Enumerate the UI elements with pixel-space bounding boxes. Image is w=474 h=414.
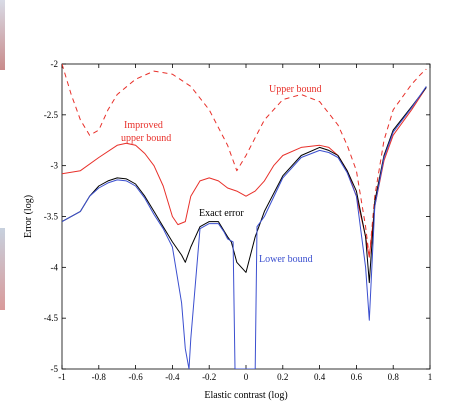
annotation-improved-upper-bound: upper bound bbox=[121, 133, 171, 144]
x-tick-label: 0.2 bbox=[277, 372, 288, 382]
improved-upper-bound-line bbox=[62, 87, 427, 258]
annotation-improved: Improved bbox=[124, 120, 163, 131]
x-tick-label: 0.8 bbox=[388, 372, 400, 382]
y-tick-label: -2.5 bbox=[44, 110, 59, 120]
x-tick-label: -1 bbox=[58, 372, 66, 382]
annotation-exact-error: Exact error bbox=[199, 208, 244, 219]
left-edge-strip-upper bbox=[0, 0, 5, 70]
y-tick-label: -3.5 bbox=[44, 212, 59, 222]
y-tick-label: -5 bbox=[51, 364, 59, 374]
x-tick-label: 0.6 bbox=[351, 372, 363, 382]
x-tick-label: 1 bbox=[428, 372, 433, 382]
upper-bound-line bbox=[62, 64, 427, 258]
lower-bound-line bbox=[62, 86, 427, 369]
x-tick-label: -0.8 bbox=[92, 372, 107, 382]
annotation-lower-bound: Lower bound bbox=[259, 254, 313, 265]
y-axis-label: Error (log) bbox=[23, 195, 34, 238]
y-tick-label: -4 bbox=[51, 262, 59, 272]
y-tick-label: -2 bbox=[51, 59, 59, 69]
exact-error-line bbox=[62, 87, 427, 284]
x-tick-label: -0.4 bbox=[165, 372, 180, 382]
x-tick-label: -0.2 bbox=[202, 372, 216, 382]
x-axis-label: Elastic contrast (log) bbox=[204, 390, 287, 401]
annotation-upper-bound: Upper bound bbox=[269, 84, 322, 95]
y-tick-label: -3 bbox=[51, 161, 59, 171]
left-edge-strip-lower bbox=[0, 228, 5, 310]
x-tick-label: -0.6 bbox=[128, 372, 143, 382]
x-tick-label: 0 bbox=[244, 372, 249, 382]
x-tick-label: 0.4 bbox=[314, 372, 326, 382]
y-tick-label: -4.5 bbox=[44, 313, 59, 323]
